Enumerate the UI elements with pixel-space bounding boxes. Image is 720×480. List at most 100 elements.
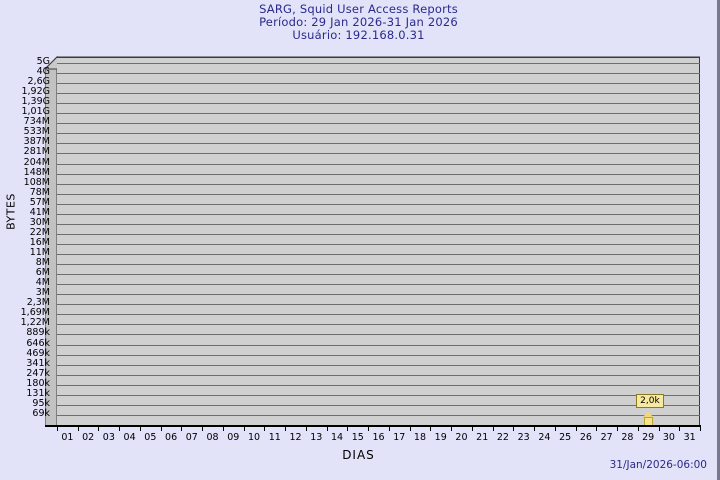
y-tick-label: 734M	[23, 116, 50, 128]
x-tick-mark	[430, 425, 432, 431]
data-bar-cap	[643, 411, 654, 417]
gridline	[57, 143, 700, 145]
x-tick-label: 20	[455, 432, 468, 443]
x-tick-mark	[513, 425, 515, 431]
gridline	[57, 203, 700, 205]
x-axis-ticks: 01 02 03 04 05 06 07 08 09 10 11 12 13 14 15 16 17 18 19 20…	[0, 425, 717, 445]
x-tick-label: 01	[61, 432, 74, 443]
x-tick-label: 08	[206, 432, 219, 443]
x-tick-mark	[326, 425, 328, 431]
x-tick-mark	[637, 425, 639, 431]
gridline	[57, 193, 700, 195]
y-tick-label: 57M	[29, 196, 50, 208]
gridline	[57, 123, 700, 125]
report-period: Período: 29 Jan 2026-31 Jan 2026	[259, 15, 458, 29]
y-tick-label: 4M	[35, 277, 50, 289]
x-tick-label: 25	[559, 432, 572, 443]
x-tick-label: 23	[517, 432, 530, 443]
y-tick-label: 16M	[29, 236, 50, 248]
x-tick-mark	[388, 425, 390, 431]
plot-area: 2,0k	[57, 57, 700, 426]
y-tick-label: 1,69M	[20, 307, 50, 319]
x-tick-label: 16	[372, 432, 385, 443]
x-tick-label: 26	[579, 432, 592, 443]
y-tick-label: 533M	[23, 126, 50, 138]
y-tick-label: 2,6G	[27, 76, 50, 88]
y-tick-label: 341k	[26, 357, 50, 369]
y-tick-label: 4G	[36, 66, 50, 78]
y-tick-label: 148M	[23, 166, 50, 178]
x-tick-mark	[285, 425, 287, 431]
y-tick-label: 1,01G	[21, 106, 50, 118]
gridline	[57, 374, 700, 376]
x-tick-label: 22	[496, 432, 509, 443]
gridline	[57, 153, 700, 155]
x-tick-label: 07	[185, 432, 198, 443]
gridline	[57, 364, 700, 366]
x-tick-mark	[700, 425, 701, 431]
gridline	[57, 334, 700, 336]
y-tick-label: 1,22M	[20, 317, 50, 329]
gridline	[57, 284, 700, 286]
x-tick-mark	[160, 425, 162, 431]
x-tick-mark	[679, 425, 681, 431]
report-title: SARG, Squid User Access Reports	[259, 2, 458, 16]
x-tick-label: 13	[310, 432, 323, 443]
x-tick-label: 05	[144, 432, 157, 443]
x-tick-label: 17	[393, 432, 406, 443]
x-tick-label: 03	[102, 432, 115, 443]
x-tick-label: 02	[82, 432, 95, 443]
x-tick-mark	[617, 425, 619, 431]
x-tick-label: 19	[434, 432, 447, 443]
gridline	[57, 213, 700, 215]
x-tick-label: 30	[662, 432, 675, 443]
y-tick-label: 889k	[26, 327, 50, 339]
x-tick-mark	[181, 425, 183, 431]
gridline	[57, 294, 700, 296]
gridline	[57, 163, 700, 165]
x-tick-label: 11	[268, 432, 281, 443]
x-tick-label: 24	[538, 432, 551, 443]
x-tick-mark	[409, 425, 411, 431]
gridline	[57, 384, 700, 386]
y-tick-label: 1,92G	[21, 86, 50, 98]
y-tick-label: 646k	[26, 337, 50, 349]
x-tick-label: 27	[600, 432, 613, 443]
generated-timestamp: 31/Jan/2026-06:00	[609, 459, 707, 471]
gridline	[57, 183, 700, 185]
x-tick-mark	[658, 425, 660, 431]
gridline	[57, 73, 700, 75]
gridline	[57, 404, 700, 406]
y-tick-label: 247k	[26, 367, 50, 379]
x-tick-label: 10	[248, 432, 261, 443]
x-tick-label: 31	[683, 432, 696, 443]
gridline	[57, 83, 700, 85]
x-tick-mark	[534, 425, 536, 431]
gridline	[57, 103, 700, 105]
gridline	[57, 344, 700, 346]
x-tick-mark	[575, 425, 577, 431]
y-tick-label: 1,39G	[21, 96, 50, 108]
gridline	[57, 274, 700, 276]
x-tick-label: 15	[351, 432, 364, 443]
gridline	[57, 394, 700, 396]
gridline	[57, 324, 700, 326]
data-value-label: 2,0k	[636, 394, 664, 408]
gridline	[57, 243, 700, 245]
x-tick-mark	[451, 425, 453, 431]
y-tick-label: 387M	[23, 136, 50, 148]
y-tick-label: 69k	[32, 407, 50, 419]
y-tick-label: 5G	[36, 56, 50, 67]
gridline	[57, 93, 700, 95]
gridline	[57, 63, 700, 64]
x-tick-label: 18	[413, 432, 427, 443]
gridline	[57, 223, 700, 225]
x-tick-label: 06	[165, 432, 178, 443]
y-tick-label: 11M	[29, 247, 50, 259]
x-tick-mark	[368, 425, 370, 431]
y-tick-label: 281M	[23, 146, 50, 158]
x-tick-mark	[202, 425, 204, 431]
x-axis-title: DIAS	[342, 448, 375, 462]
x-tick-mark	[471, 425, 473, 431]
